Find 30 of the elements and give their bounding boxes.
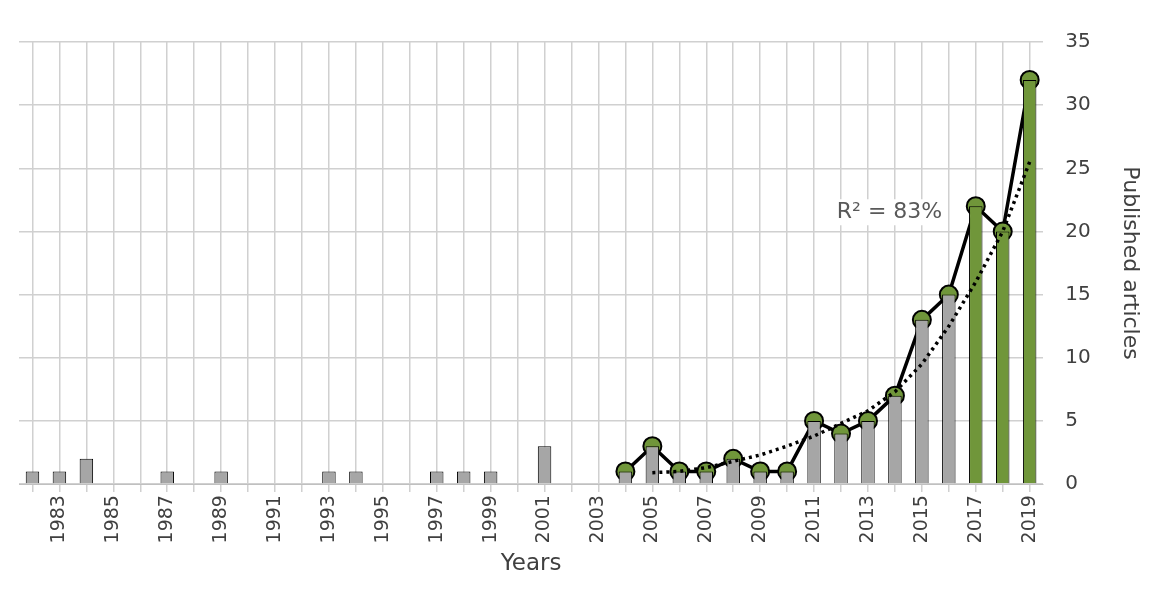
y-tick-label: 20 [1065,217,1091,242]
x-axis-title: Years [499,549,562,576]
x-tick-label: 1983 [46,495,69,544]
annotation: R² = 83% [836,197,943,223]
y-axis-title: Published articles [1119,166,1145,360]
x-tick-label: 1993 [315,495,338,544]
y-tick-label: 30 [1065,91,1091,116]
x-tick-label: 1987 [154,495,177,544]
x-tick-label: 1995 [369,495,392,544]
x-tick-label: 2003 [585,495,608,544]
x-tick-label: 1997 [423,495,446,544]
x-tick-label: 2019 [1016,495,1039,544]
x-tick-label: 1989 [208,495,231,544]
y-tick-label: 10 [1065,343,1091,368]
x-tick-label: 2005 [639,495,662,544]
y-tick-label: 0 [1065,470,1078,495]
y-tick-label: 25 [1065,154,1091,179]
y-tick-label: 35 [1065,28,1091,53]
x-tick-label: 2011 [801,495,823,544]
x-tick-label: 1985 [100,495,123,544]
x-tick-label: 2015 [908,495,931,544]
x-tick-label: 2017 [962,495,985,544]
x-tick-label: 1991 [261,495,284,544]
x-tick-label: 2007 [693,495,716,544]
x-tick-label: 2001 [531,495,554,544]
y-tick-label: 15 [1065,280,1091,305]
x-tick-label: 1999 [477,495,500,544]
y-tick-label: 5 [1065,407,1078,432]
x-tick-label: 2009 [747,495,770,544]
x-tick-label: 2013 [854,495,877,544]
